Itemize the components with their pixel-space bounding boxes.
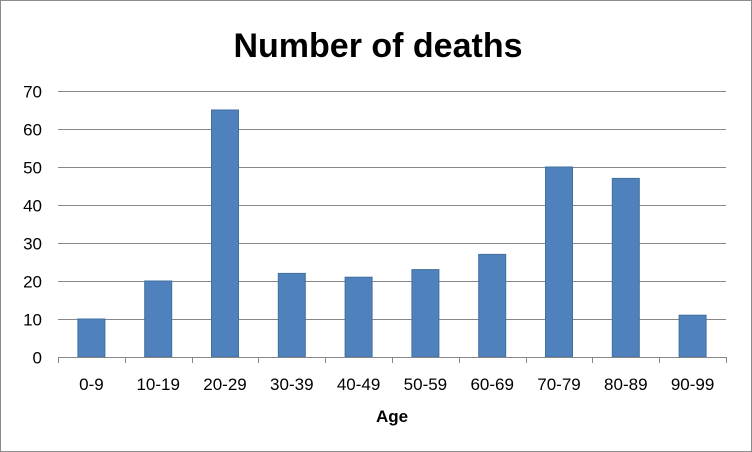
y-tick-label: 10 [23,311,42,330]
x-tick-label: 50-59 [404,375,447,394]
x-tick-label: 90-99 [671,375,714,394]
x-tick-label: 20-29 [203,375,246,394]
chart-title: Number of deaths [233,27,522,65]
x-tick-label: 0-9 [79,375,104,394]
y-tick-label: 0 [33,349,42,368]
x-tick-labels: 0-9 10-19 20-29 30-39 40-49 50-59 60-69 70-79 80… [79,375,714,394]
y-tick-label: 60 [23,121,42,140]
bar [77,318,106,358]
bar [277,272,306,358]
y-tick-label: 20 [23,273,42,292]
y-tick-label: 30 [23,235,42,254]
bar [545,166,573,358]
x-tick-label: 60-69 [470,375,513,394]
x-tick-label: 10-19 [136,375,179,394]
x-axis-label: Age [376,407,408,426]
y-tick-labels: 0 10 20 30 40 50 60 70 [23,83,42,368]
x-tick-label: 30-39 [270,375,313,394]
bar [344,276,373,358]
bar [478,253,507,358]
bar [411,269,440,358]
x-tick-label: 40-49 [337,375,380,394]
bars [77,109,707,358]
bar [144,280,173,358]
y-tick-label: 70 [23,83,42,102]
bar [678,314,707,358]
x-tick-label: 70-79 [537,375,580,394]
y-tick-label: 40 [23,197,42,216]
y-tick-label: 50 [23,159,42,178]
x-tick-label: 80-89 [604,375,647,394]
bar [611,177,640,358]
x-axis [58,357,727,363]
bar [211,109,239,358]
